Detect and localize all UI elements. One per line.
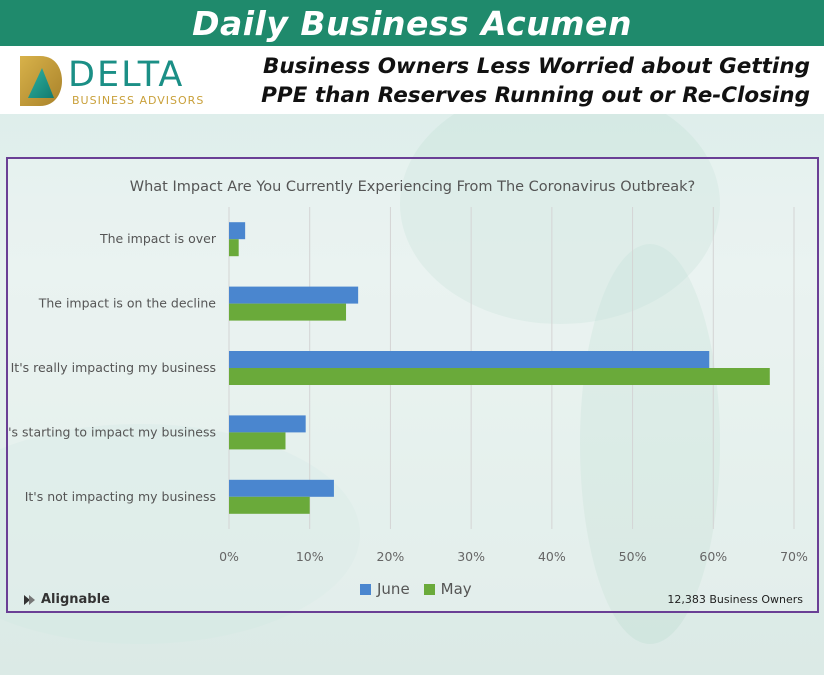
title-banner: Daily Business Acumen — [0, 0, 824, 46]
category-label: The impact is on the decline — [38, 296, 217, 311]
headline: Business Owners Less Worried about Getti… — [240, 52, 810, 110]
legend-item-may: May — [423, 580, 472, 598]
bar-june — [229, 351, 710, 368]
delta-logo-icon — [20, 56, 62, 106]
bar-may — [229, 432, 286, 450]
logo-subtitle: BUSINESS ADVISORS — [72, 94, 205, 107]
header-strip: DELTA BUSINESS ADVISORS Business Owners … — [0, 46, 824, 114]
banner-title: Daily Business Acumen — [192, 3, 632, 43]
bar-june — [229, 222, 246, 240]
x-tick-label: 10% — [296, 549, 324, 564]
chart-frame: What Impact Are You Currently Experienci… — [6, 157, 819, 613]
bar-may — [229, 303, 347, 321]
logo-wordmark: DELTA — [68, 55, 185, 95]
x-tick-label: 50% — [619, 549, 647, 564]
legend-item-june: June — [360, 580, 410, 598]
bar-june — [229, 286, 359, 304]
category-label: It's starting to impact my business — [8, 424, 216, 439]
x-tick-label: 0% — [219, 549, 239, 564]
delta-logo: DELTA BUSINESS ADVISORS — [18, 54, 218, 110]
legend-swatch-may — [423, 583, 435, 595]
x-tick-label: 60% — [699, 549, 727, 564]
sample-size-note: 12,383 Business Owners — [667, 593, 803, 606]
category-label: It's really impacting my business — [11, 360, 216, 375]
category-label: The impact is over — [99, 231, 217, 246]
headline-line-1: Business Owners Less Worried about Getti… — [262, 54, 810, 79]
x-tick-label: 40% — [538, 549, 566, 564]
bar-may — [229, 496, 310, 514]
chart-title: What Impact Are You Currently Experienci… — [129, 179, 696, 195]
bar-june — [229, 479, 334, 497]
alignable-logo-icon — [24, 594, 35, 605]
source-name: Alignable — [41, 592, 110, 607]
category-label: It's not impacting my business — [25, 489, 216, 504]
x-tick-label: 70% — [780, 549, 808, 564]
headline-line-2: PPE than Reserves Running out or Re-Clos… — [261, 83, 810, 108]
bar-may — [229, 368, 770, 385]
legend-swatch-june — [360, 583, 371, 595]
source-credit: Alignable — [22, 592, 110, 607]
bar-chart: 0% 10% 20% 30% 40% 50% 60% 70% The impact is ove… — [8, 207, 808, 564]
bar-may — [229, 239, 239, 257]
x-tick-label: 30% — [457, 549, 485, 564]
x-tick-label: 20% — [377, 549, 405, 564]
legend-label-may: May — [440, 580, 472, 598]
chart-legend: June May — [360, 580, 472, 598]
legend-label-june: June — [377, 580, 410, 598]
bar-june — [229, 415, 306, 433]
